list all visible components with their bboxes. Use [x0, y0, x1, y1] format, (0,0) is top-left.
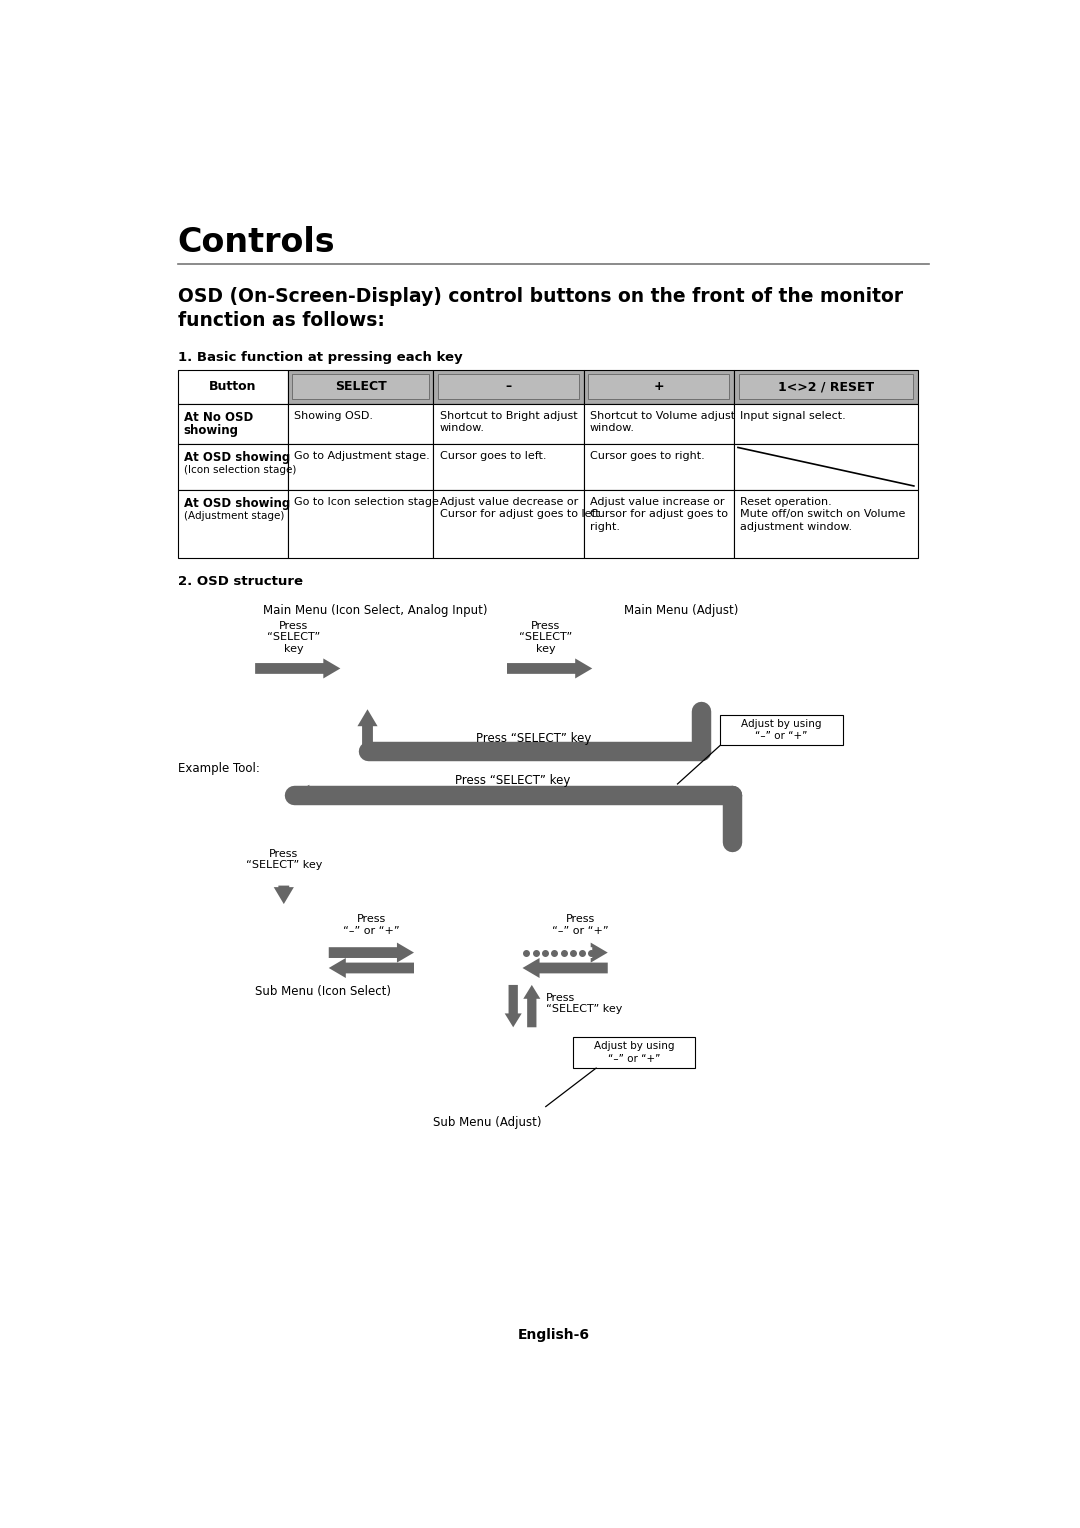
Text: Press
“SELECT”
key: Press “SELECT” key	[519, 620, 572, 654]
Bar	[177, 443, 287, 490]
Bar	[287, 403, 433, 443]
Bar	[720, 715, 842, 746]
Bar	[433, 490, 583, 558]
Bar	[433, 403, 583, 443]
Text: Main Menu (Adjust): Main Menu (Adjust)	[624, 604, 739, 617]
Text: Sub Menu (Icon Select): Sub Menu (Icon Select)	[255, 986, 391, 998]
Text: 1. Basic function at pressing each key: 1. Basic function at pressing each key	[177, 351, 462, 364]
Text: English-6: English-6	[517, 1328, 590, 1342]
Text: Input signal select.: Input signal select.	[740, 411, 846, 420]
Text: At OSD showing: At OSD showing	[184, 451, 291, 463]
Bar	[583, 443, 734, 490]
Text: Press
“–” or “+”: Press “–” or “+”	[552, 914, 609, 935]
Polygon shape	[255, 659, 340, 678]
Bar	[734, 403, 918, 443]
Bar	[583, 370, 734, 403]
Text: Go to Adjustment stage.: Go to Adjustment stage.	[294, 451, 430, 460]
Text: Reset operation.
Mute off/on switch on Volume
adjustment window.: Reset operation. Mute off/on switch on V…	[740, 497, 906, 532]
Text: –: –	[505, 380, 512, 393]
Polygon shape	[524, 986, 540, 1027]
Text: 1<>2 / RESET: 1<>2 / RESET	[778, 380, 874, 393]
Text: +: +	[653, 380, 664, 393]
Polygon shape	[507, 659, 592, 678]
Text: Cursor goes to right.: Cursor goes to right.	[590, 451, 704, 460]
Text: At No OSD: At No OSD	[184, 411, 253, 423]
Text: Sub Menu (Adjust): Sub Menu (Adjust)	[433, 1115, 542, 1129]
Text: Press “SELECT” key: Press “SELECT” key	[476, 732, 592, 744]
Text: Adjust by using
“–” or “+”: Adjust by using “–” or “+”	[594, 1042, 674, 1063]
Text: Adjust value increase or
Cursor for adjust goes to
right.: Adjust value increase or Cursor for adju…	[590, 497, 728, 532]
Bar	[177, 403, 287, 443]
Bar	[177, 490, 287, 558]
Text: Press
“SELECT” key: Press “SELECT” key	[545, 993, 622, 1015]
Bar	[433, 370, 583, 403]
Polygon shape	[504, 986, 522, 1027]
Bar	[287, 490, 433, 558]
Bar	[583, 403, 734, 443]
Bar	[739, 374, 913, 399]
Text: Go to Icon selection stage.: Go to Icon selection stage.	[294, 497, 443, 507]
Bar	[589, 374, 729, 399]
Bar	[287, 443, 433, 490]
Text: OSD (On-Screen-Display) control buttons on the front of the monitor
function as : OSD (On-Screen-Display) control buttons …	[177, 287, 903, 330]
Bar	[287, 370, 433, 403]
Polygon shape	[328, 958, 414, 978]
Polygon shape	[591, 943, 608, 963]
Text: Shortcut to Volume adjust
window.: Shortcut to Volume adjust window.	[590, 411, 735, 432]
Polygon shape	[357, 709, 378, 750]
Text: Adjust by using
“–” or “+”: Adjust by using “–” or “+”	[741, 718, 822, 741]
Bar	[433, 443, 583, 490]
Text: Main Menu (Icon Select, Analog Input): Main Menu (Icon Select, Analog Input)	[264, 604, 487, 617]
Text: (Adjustment stage): (Adjustment stage)	[184, 512, 284, 521]
Text: Showing OSD.: Showing OSD.	[294, 411, 373, 420]
Text: Controls: Controls	[177, 226, 335, 258]
Bar	[572, 1038, 696, 1068]
Text: showing: showing	[184, 423, 239, 437]
Text: At OSD showing: At OSD showing	[184, 497, 291, 510]
Bar	[438, 374, 579, 399]
Bar	[734, 370, 918, 403]
Text: Press
“SELECT”
key: Press “SELECT” key	[267, 620, 321, 654]
Text: Example Tool:: Example Tool:	[177, 762, 259, 775]
Polygon shape	[523, 958, 608, 978]
Bar	[177, 370, 287, 403]
Polygon shape	[328, 943, 414, 963]
Polygon shape	[293, 785, 732, 805]
Text: Press
“–” or “+”: Press “–” or “+”	[343, 914, 400, 935]
Text: Press “SELECT” key: Press “SELECT” key	[455, 775, 570, 787]
Bar	[734, 443, 918, 490]
Polygon shape	[273, 886, 294, 905]
Bar	[734, 490, 918, 558]
Text: 2. OSD structure: 2. OSD structure	[177, 575, 302, 588]
Text: (Icon selection stage): (Icon selection stage)	[184, 465, 296, 475]
Text: Shortcut to Bright adjust
window.: Shortcut to Bright adjust window.	[440, 411, 577, 432]
Bar	[293, 374, 429, 399]
Text: SELECT: SELECT	[335, 380, 387, 393]
Text: Press
“SELECT” key: Press “SELECT” key	[245, 848, 322, 871]
Text: Cursor goes to left.: Cursor goes to left.	[440, 451, 546, 460]
Bar	[583, 490, 734, 558]
Text: Button: Button	[208, 380, 256, 393]
Text: Adjust value decrease or
Cursor for adjust goes to left.: Adjust value decrease or Cursor for adju…	[440, 497, 603, 520]
